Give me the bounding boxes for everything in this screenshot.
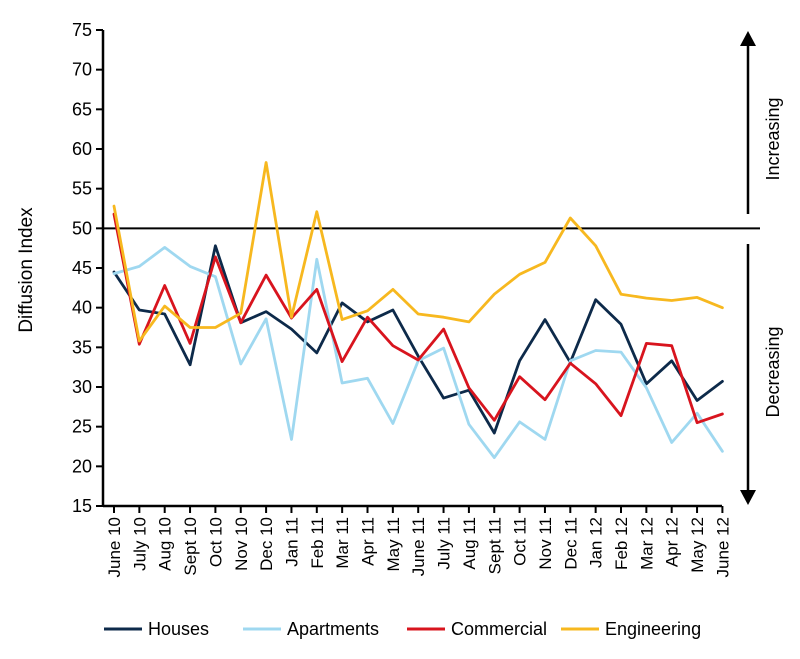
y-tick-label: 75	[72, 20, 92, 40]
x-tick-label: Nov 11	[536, 517, 555, 570]
y-tick-label: 25	[72, 417, 92, 437]
x-tick-label: Oct 10	[206, 517, 225, 567]
axes: 15 20 25 30 35 40 45 50 55 60 65 70 75 Diffusion Inde…	[16, 20, 760, 578]
x-tick-label: Jan 11	[282, 517, 301, 567]
decreasing-arrowhead	[740, 490, 756, 505]
y-tick-label: 50	[72, 218, 92, 238]
increasing-arrowhead	[740, 31, 756, 46]
y-tick-label: 35	[72, 337, 92, 357]
x-tick-label: Mar 11	[333, 517, 352, 569]
decreasing-label: Decreasing	[763, 326, 783, 417]
y-tick-label: 15	[72, 496, 92, 516]
x-tick-label: June 11	[409, 517, 428, 576]
x-tick-label: Feb 11	[308, 517, 327, 569]
x-tick-label: Dec 10	[257, 517, 276, 571]
x-tick-label: Apr 11	[359, 517, 378, 566]
annotations: Increasing Decreasing	[740, 31, 783, 505]
legend-label-engineering: Engineering	[605, 619, 701, 639]
y-tick-label: 20	[72, 456, 92, 476]
x-tick-label: June 10	[105, 517, 124, 578]
x-tick-label: Aug 11	[460, 517, 479, 570]
legend-label-apartments: Apartments	[287, 619, 379, 639]
x-tick-label: Nov 10	[232, 517, 251, 571]
series-line-engineering	[112, 161, 724, 343]
x-tick-label: July 11	[435, 517, 454, 570]
series-line-commercial	[112, 212, 724, 425]
x-tick-label: June 12	[713, 517, 732, 578]
y-tick-label: 60	[72, 139, 92, 159]
legend-label-commercial: Commercial	[451, 619, 547, 639]
x-tick-label: Sept 10	[181, 517, 200, 576]
x-tick-label: Feb 12	[612, 517, 631, 570]
series-lines	[112, 161, 724, 460]
y-axis-label: Diffusion Index	[16, 207, 37, 333]
x-tick-label: Dec 11	[561, 517, 580, 570]
y-tick-label: 40	[72, 298, 92, 318]
y-tick-label: 65	[72, 99, 92, 119]
x-tick-label: Apr 12	[663, 517, 682, 567]
x-tick-label: Aug 10	[156, 517, 175, 571]
legend-label-houses: Houses	[148, 619, 209, 639]
x-tick-label: Sept 11	[485, 517, 504, 574]
y-tick-label: 45	[72, 258, 92, 278]
x-tick-label: Oct 11	[511, 517, 530, 566]
x-tick-label: Jan 12	[587, 517, 606, 568]
increasing-label: Increasing	[763, 97, 783, 180]
x-tick-label: May 11	[384, 517, 403, 572]
series-line-apartments	[112, 245, 724, 460]
x-tick-label: July 10	[130, 517, 149, 571]
y-tick-label: 30	[72, 377, 92, 397]
x-tick-label: May 12	[688, 517, 707, 573]
x-tick-label: Mar 12	[637, 517, 656, 570]
y-tick-label: 70	[72, 60, 92, 80]
legend: Houses Apartments Commercial Engineering	[104, 619, 701, 639]
y-tick-label: 55	[72, 179, 92, 199]
series-line-houses	[112, 244, 724, 435]
